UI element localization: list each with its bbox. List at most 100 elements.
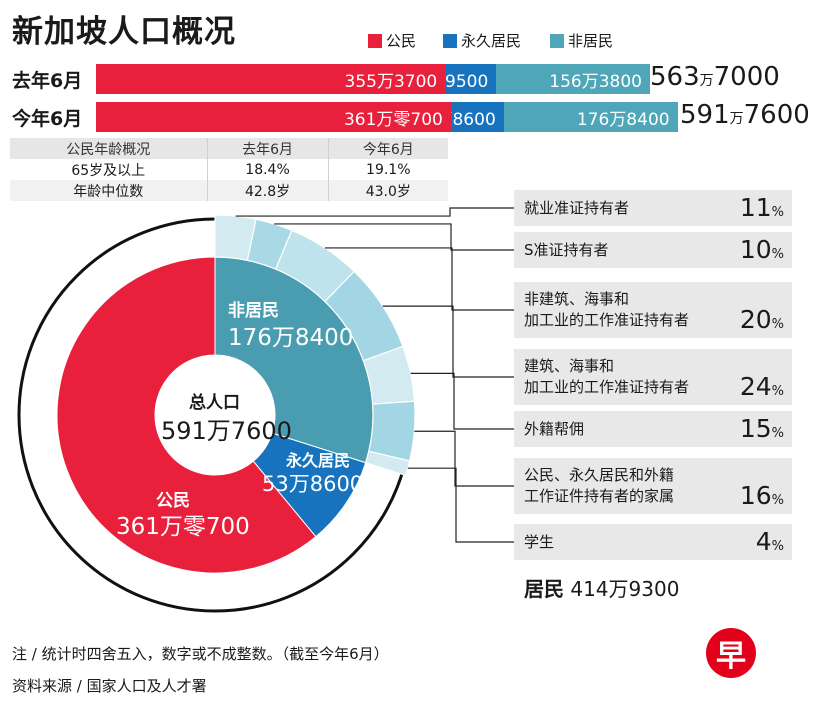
percent-sign: % [771,493,784,508]
category-percent: 11% [740,193,784,222]
bar-segment: 51万9500 [445,64,497,94]
connector-line [274,223,514,251]
bar-row-label: 今年6月 [12,108,83,130]
category-label: 建筑、海事和加工业的工作准证持有者 [524,349,689,405]
zaobao-logo: 早 [706,628,756,678]
nonresident-label: 非居民 [228,301,279,321]
category-label-line: 学生 [524,532,555,551]
source-credit: 资料来源 / 国家人口及人才署 [12,677,207,695]
residents-label: 居民 [524,577,564,601]
donut-center-label: 总人口 [189,393,240,413]
citizen-value: 361万零700 [116,514,250,540]
category-label-line: 工作证件持有者的家属 [524,487,675,505]
table-cell: 65岁及以上 [71,162,146,179]
connector-line [414,430,514,487]
table-cell: 19.1% [327,159,448,180]
breakdown-ring-segment [368,400,416,462]
donut-center-value: 591万7600 [161,417,292,445]
pr-label: 永久居民 [286,451,351,470]
category-percent: 4% [756,527,784,556]
category-label-line: S准证持有者 [524,240,609,259]
footnote: 注 / 统计时四舍五入，数字或不成整数。（截至今年6月） [12,645,389,663]
legend-item-citizen: 公民 [368,30,416,51]
table-header-row: 公民年龄概况 去年6月 今年6月 [10,138,448,159]
percent-sign: % [771,247,784,262]
bar-total: 591万7600 [680,100,810,130]
category-item: 学生 4% [514,524,792,560]
percent-number: 10 [739,235,772,264]
total-number-rest: 7000 [713,62,780,92]
legend-item-nonresident: 非居民 [550,30,613,51]
category-label: S准证持有者 [524,232,609,268]
percent-number: 16 [739,481,772,510]
connector-line [410,372,514,430]
category-label: 非建筑、海事和加工业的工作准证持有者 [524,282,689,338]
category-label: 学生 [524,524,554,560]
connector-line [407,467,514,543]
category-item: 就业准证持有者 11% [514,190,792,226]
residents-value: 414万9300 [570,577,680,601]
total-unit: 万 [699,73,714,89]
bar-total: 563万7000 [650,62,780,92]
category-item: 公民、永久居民和外籍 工作证件持有者的家属 16% [514,458,792,514]
nonresident-value: 176万8400 [228,325,354,351]
category-label: 就业准证持有者 [524,190,629,226]
total-number-rest: 7600 [743,100,810,130]
bar-row-label: 去年6月 [12,70,83,92]
category-item: 外籍帮佣 15% [514,411,792,447]
category-percent: 15% [740,414,784,443]
percent-sign: % [771,426,784,441]
table-cell: 43.0岁 [327,180,448,201]
legend-label: 永久居民 [461,32,522,50]
bar-segment: 176万8400 [503,102,678,132]
percent-number: 11 [739,193,772,222]
category-label: 公民、永久居民和外籍 工作证件持有者的家属 [524,458,674,514]
table-cell: 42.8岁 [206,180,329,201]
legend-item-pr: 永久居民 [443,30,521,51]
citizen-age-table: 公民年龄概况 去年6月 今年6月 65岁及以上 18.4% 19.1% 年龄中位… [10,138,448,201]
category-item: S准证持有者 10% [514,232,792,268]
percent-sign: % [771,205,784,220]
breakdown-ring-segment [364,450,411,477]
connector-line [324,247,514,311]
category-percent: 16% [740,481,784,510]
legend-label: 公民 [386,32,417,50]
total-unit: 万 [729,111,744,127]
total-number: 591 [680,100,730,130]
bar-segment: 156万3800 [496,64,650,94]
residents-total: 居民 414万9300 [524,573,679,602]
category-percent: 10% [740,235,784,264]
table-header-cell: 去年6月 [206,138,329,159]
table-header-cell: 今年6月 [327,138,448,159]
percent-number: 24 [739,372,772,401]
legend-swatch [443,33,457,48]
percent-number: 20 [739,305,772,334]
pr-value: 53万8600 [262,472,364,496]
category-label-line: 非建筑、海事和 [524,290,630,308]
table-cell: 18.4% [206,159,329,180]
citizen-label: 公民 [156,491,190,511]
table-row: 65岁及以上 18.4% 19.1% [10,159,448,180]
percent-sign: % [771,317,784,332]
bar-segment: 53万8600 [450,102,504,132]
bar-segment: 355万3700 [96,64,446,94]
category-item: 非建筑、海事和加工业的工作准证持有者 20% [514,282,792,338]
percent-number: 15 [739,414,772,443]
page-title: 新加坡人口概况 [12,14,236,50]
table-cell: 年龄中位数 [10,180,208,201]
legend-swatch [368,33,382,48]
table-header-cell: 公民年龄概况 [10,138,208,159]
connector-line [382,305,514,378]
category-label-line: 加工业的工作准证持有者 [524,311,690,329]
category-percent: 24% [740,372,784,401]
category-label-line: 建筑、海事和 [524,357,615,375]
bar-segment: 361万零700 [96,102,451,132]
category-label-line: 公民、永久居民和外籍 [524,466,675,484]
category-label: 外籍帮佣 [524,411,584,447]
category-item: 建筑、海事和加工业的工作准证持有者 24% [514,349,792,405]
legend-label: 非居民 [568,32,614,50]
category-label-line: 就业准证持有者 [524,198,630,217]
legend-swatch [550,33,564,48]
category-label-line: 加工业的工作准证持有者 [524,378,690,396]
